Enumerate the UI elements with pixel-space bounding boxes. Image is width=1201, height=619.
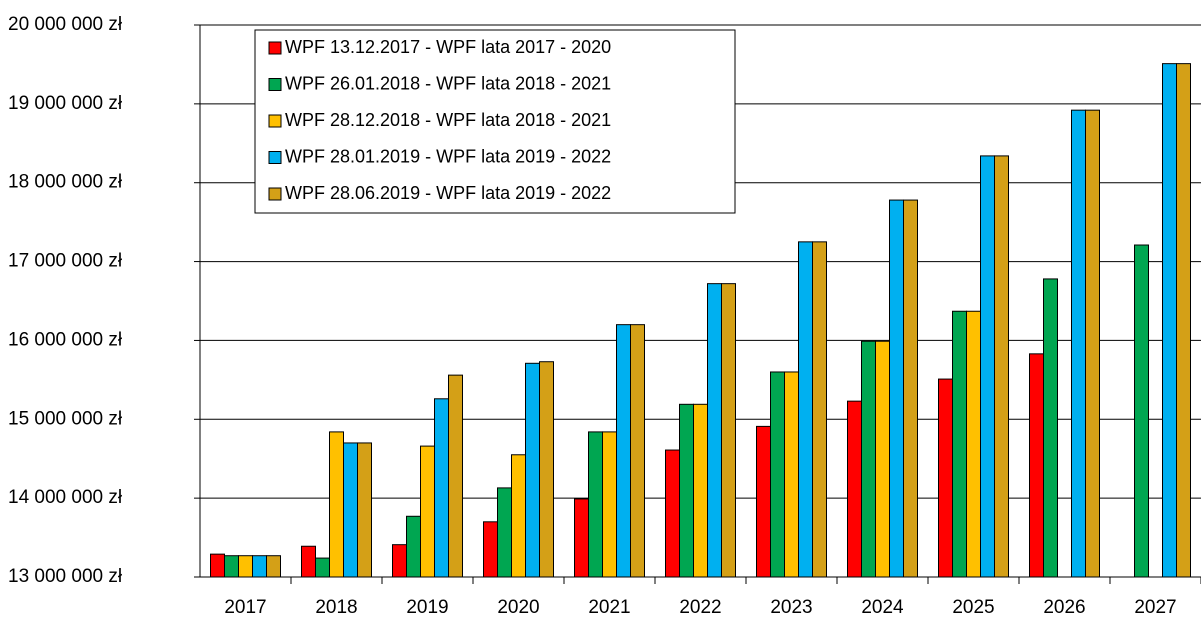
y-tick-label: 16 000 000 zł xyxy=(8,329,123,350)
bar xyxy=(1085,109,1100,578)
bar xyxy=(497,487,512,578)
x-tick-label: 2021 xyxy=(588,597,630,618)
y-tick-label: 13 000 000 zł xyxy=(8,566,123,587)
bar xyxy=(1029,353,1044,578)
bar xyxy=(525,362,540,578)
y-tick-label: 19 000 000 zł xyxy=(8,93,123,114)
bar xyxy=(861,340,876,578)
y-tick-label: 20 000 000 zł xyxy=(8,14,123,35)
bar xyxy=(875,340,890,578)
bar xyxy=(301,545,316,578)
bar xyxy=(980,155,995,578)
bar xyxy=(1043,278,1058,578)
x-tick-label: 2026 xyxy=(1043,597,1085,618)
y-tick-label: 14 000 000 zł xyxy=(8,487,123,508)
bar xyxy=(679,403,694,578)
y-tick-label: 17 000 000 zł xyxy=(8,251,123,272)
legend-swatch xyxy=(268,187,282,201)
x-tick-label: 2020 xyxy=(497,597,539,618)
bar xyxy=(252,555,267,578)
bar xyxy=(392,544,407,578)
bar xyxy=(952,310,967,578)
bar xyxy=(994,155,1009,578)
bar xyxy=(602,431,617,578)
x-tick-label: 2017 xyxy=(224,597,266,618)
bar xyxy=(798,241,813,578)
bar xyxy=(329,431,344,578)
bar xyxy=(847,400,862,578)
bar xyxy=(483,521,498,578)
x-tick-label: 2025 xyxy=(952,597,994,618)
bar xyxy=(938,378,953,578)
bar xyxy=(812,241,827,578)
x-tick-label: 2019 xyxy=(406,597,448,618)
bar xyxy=(420,445,435,578)
bar xyxy=(434,398,449,578)
legend-label: WPF 28.06.2019 - WPF lata 2019 - 2022 xyxy=(285,183,611,203)
y-tick-label: 18 000 000 zł xyxy=(8,172,123,193)
x-tick-label: 2027 xyxy=(1134,597,1176,618)
legend-label: WPF 26.01.2018 - WPF lata 2018 - 2021 xyxy=(285,73,611,93)
bar xyxy=(315,557,330,578)
bar xyxy=(238,555,253,578)
bar xyxy=(1162,63,1177,578)
legend-swatch xyxy=(268,41,282,55)
legend: WPF 13.12.2017 - WPF lata 2017 - 2020 WPF… xyxy=(254,29,736,214)
bar xyxy=(574,498,589,578)
bar xyxy=(770,371,785,578)
bar xyxy=(448,374,463,578)
x-tick-label: 2023 xyxy=(770,597,812,618)
bar xyxy=(343,442,358,578)
bar xyxy=(630,324,645,578)
bar xyxy=(784,371,799,578)
bar xyxy=(588,431,603,578)
bar xyxy=(903,199,918,578)
x-tick-label: 2024 xyxy=(861,597,904,618)
x-tick-label: 2022 xyxy=(679,597,721,618)
y-tick-label: 15 000 000 zł xyxy=(8,408,123,429)
legend-swatch xyxy=(268,151,282,164)
bar xyxy=(266,555,281,578)
legend-swatch xyxy=(268,78,282,91)
bar xyxy=(357,442,372,578)
bar xyxy=(1176,63,1191,578)
legend-label: WPF 28.01.2019 - WPF lata 2019 - 2022 xyxy=(285,146,611,166)
bar xyxy=(616,324,631,578)
bar xyxy=(511,454,526,578)
bar xyxy=(210,553,225,578)
bar xyxy=(756,425,771,578)
legend-box xyxy=(254,29,736,214)
bar xyxy=(966,310,981,578)
bar xyxy=(1071,109,1086,578)
legend-swatch xyxy=(268,114,282,128)
bar xyxy=(707,283,722,578)
bar xyxy=(406,515,421,578)
bar xyxy=(721,283,736,578)
bar xyxy=(693,403,708,578)
bar xyxy=(224,555,239,578)
bar xyxy=(665,449,680,578)
legend-label: WPF 13.12.2017 - WPF lata 2017 - 2020 xyxy=(285,37,611,57)
bar xyxy=(539,361,554,578)
x-tick-label: 2018 xyxy=(315,597,357,618)
legend-label: WPF 28.12.2018 - WPF lata 2018 - 2021 xyxy=(285,110,611,130)
bar xyxy=(1134,244,1149,578)
bar xyxy=(889,199,904,578)
